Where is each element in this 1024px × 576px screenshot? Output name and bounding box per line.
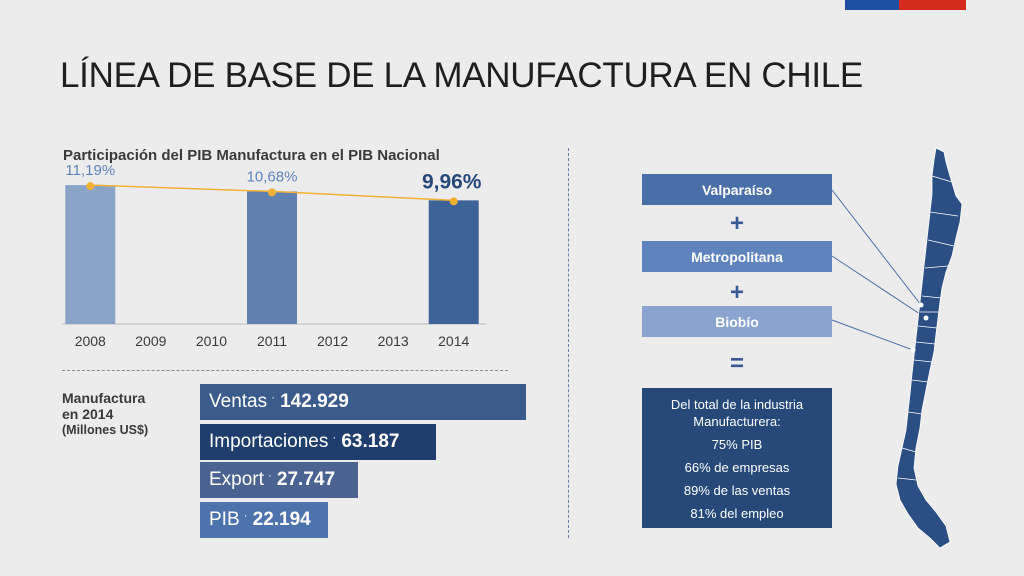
x-tick-label: 2013	[378, 333, 409, 349]
manufactura-bar-export: Export · 27.747	[200, 462, 358, 498]
bar-name: Export	[209, 469, 264, 490]
trend-point	[268, 188, 276, 197]
section-divider-horizontal	[62, 370, 508, 371]
map-point-biobio	[910, 347, 916, 353]
connector-valparaiso	[831, 189, 922, 306]
map-point-valparaiso	[918, 302, 924, 308]
bar-name: Ventas	[209, 391, 268, 412]
equals-sign: =	[729, 350, 744, 377]
bar-name: PIB	[209, 509, 240, 530]
chile-region-borders	[897, 175, 959, 481]
summary-empleo: 81% del empleo	[690, 506, 784, 521]
connector-metropolitana	[831, 255, 927, 319]
bar-separator: ·	[243, 508, 248, 522]
x-tick-label: 2012	[317, 333, 348, 349]
region-biobio: Biobío	[642, 306, 832, 337]
x-tick-label: 2014	[438, 333, 469, 349]
bar-separator: ·	[332, 430, 337, 444]
manufactura-label-units: (Millones US$)	[62, 423, 149, 437]
manufactura-label: Manufactura en 2014 (Millones US$)	[62, 390, 148, 438]
manufactura-bar-importaciones: Importaciones · 63.187	[200, 424, 436, 460]
summary-box: Del total de la industria Manufacturera:…	[642, 388, 832, 528]
bar-2008	[65, 185, 116, 324]
manufactura-bar-ventas: Ventas · 142.929	[200, 384, 526, 420]
manufactura-bar-pib: PIB · 22.194	[200, 502, 328, 538]
trend-point	[86, 182, 95, 191]
manufactura-label-line1: Manufactura	[62, 390, 146, 406]
bar-value: 27.747	[276, 469, 336, 490]
summary-head: Del total de la industria Manufacturera:	[670, 397, 804, 429]
section-divider-vertical	[568, 148, 569, 538]
x-tick-label: 2009	[135, 333, 166, 349]
summary-empresas: 66% de empresas	[684, 460, 790, 475]
flag-red-stripe	[899, 0, 966, 10]
trend-point	[449, 197, 458, 206]
summary-pib: 75% PIB	[711, 437, 763, 452]
summary-ventas: 89% de las ventas	[683, 483, 791, 498]
plus-sign: +	[729, 279, 744, 306]
chart-title: Participación del PIB Manufactura en el …	[63, 147, 440, 164]
bar-separator: ·	[267, 468, 272, 482]
x-tick-label: 2011	[257, 333, 287, 349]
plus-sign: +	[729, 210, 744, 237]
bar-value: 142.929	[280, 391, 349, 412]
data-label-2011: 10,68%	[247, 168, 298, 185]
chile-map-shape	[895, 147, 963, 549]
connector-biobio	[831, 319, 914, 351]
flag-blue-stripe	[845, 0, 899, 10]
bar-separator: ·	[271, 390, 276, 404]
bar-name: Importaciones	[209, 431, 329, 452]
bar-2011	[247, 191, 297, 324]
x-tick-label: 2008	[75, 333, 106, 349]
data-label-2014: 9,96%	[422, 170, 482, 193]
page-title: LÍNEA DE BASE DE LA MANUFACTURA EN CHILE	[60, 56, 863, 95]
region-metropolitana: Metropolitana	[642, 241, 832, 272]
map-point-metropolitana	[923, 315, 929, 321]
manufactura-label-line2: en 2014	[62, 406, 114, 422]
bar-2014	[428, 200, 479, 324]
bar-value: 22.194	[252, 509, 311, 530]
data-label-2008: 11,19%	[65, 162, 115, 179]
x-tick-label: 2010	[196, 333, 227, 349]
region-valparaiso: Valparaíso	[642, 174, 832, 205]
bar-value: 63.187	[341, 431, 400, 452]
